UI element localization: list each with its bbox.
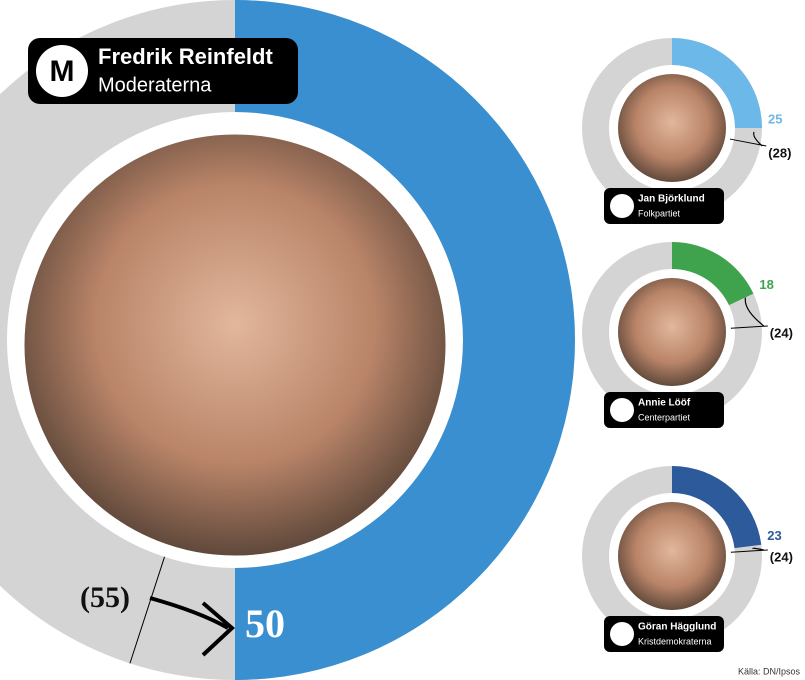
donut-arc — [672, 242, 754, 306]
party-logo — [610, 194, 634, 218]
previous-tick — [730, 549, 768, 553]
photo — [616, 276, 728, 388]
previous-label: (55) — [80, 581, 130, 614]
previous-label: (24) — [770, 549, 793, 564]
donut-arc — [235, 0, 575, 680]
leader-name: Göran Hägglund — [638, 622, 716, 633]
previous-tick — [129, 556, 166, 664]
name-tag — [604, 188, 724, 224]
photo — [616, 72, 728, 184]
donut-arc — [672, 38, 762, 128]
party-logo — [610, 398, 634, 422]
party-logo — [610, 622, 634, 646]
previous-label: (28) — [768, 145, 791, 160]
donut-arc — [672, 465, 762, 549]
value-label: 50 — [245, 601, 285, 646]
leader-name: Annie Lööf — [638, 398, 691, 409]
photo — [21, 131, 449, 559]
party-name: Moderaterna — [98, 74, 212, 96]
change-arrow — [753, 131, 763, 147]
source: Källa: DN/Ipsos — [738, 666, 801, 676]
name-tag — [604, 616, 724, 652]
change-arrow — [744, 297, 765, 327]
change-arrow — [752, 547, 764, 551]
value-label: 23 — [767, 528, 781, 543]
leader-name: Fredrik Reinfeldt — [98, 44, 273, 69]
party-name: Kristdemokraterna — [638, 636, 712, 646]
previous-label: (24) — [770, 325, 793, 340]
party-name: Centerpartiet — [638, 412, 691, 422]
previous-tick — [730, 325, 768, 329]
change-arrow — [149, 596, 229, 630]
arrow-head — [201, 601, 235, 657]
value-label: 25 — [768, 111, 782, 126]
leader-name: Jan Björklund — [638, 194, 705, 205]
party-logo-mark: M — [50, 55, 75, 88]
party-logo — [36, 45, 88, 97]
name-tag — [604, 392, 724, 428]
photo — [616, 500, 728, 612]
name-tag — [28, 38, 298, 104]
party-name: Folkpartiet — [638, 208, 681, 218]
value-label: 18 — [759, 277, 773, 292]
